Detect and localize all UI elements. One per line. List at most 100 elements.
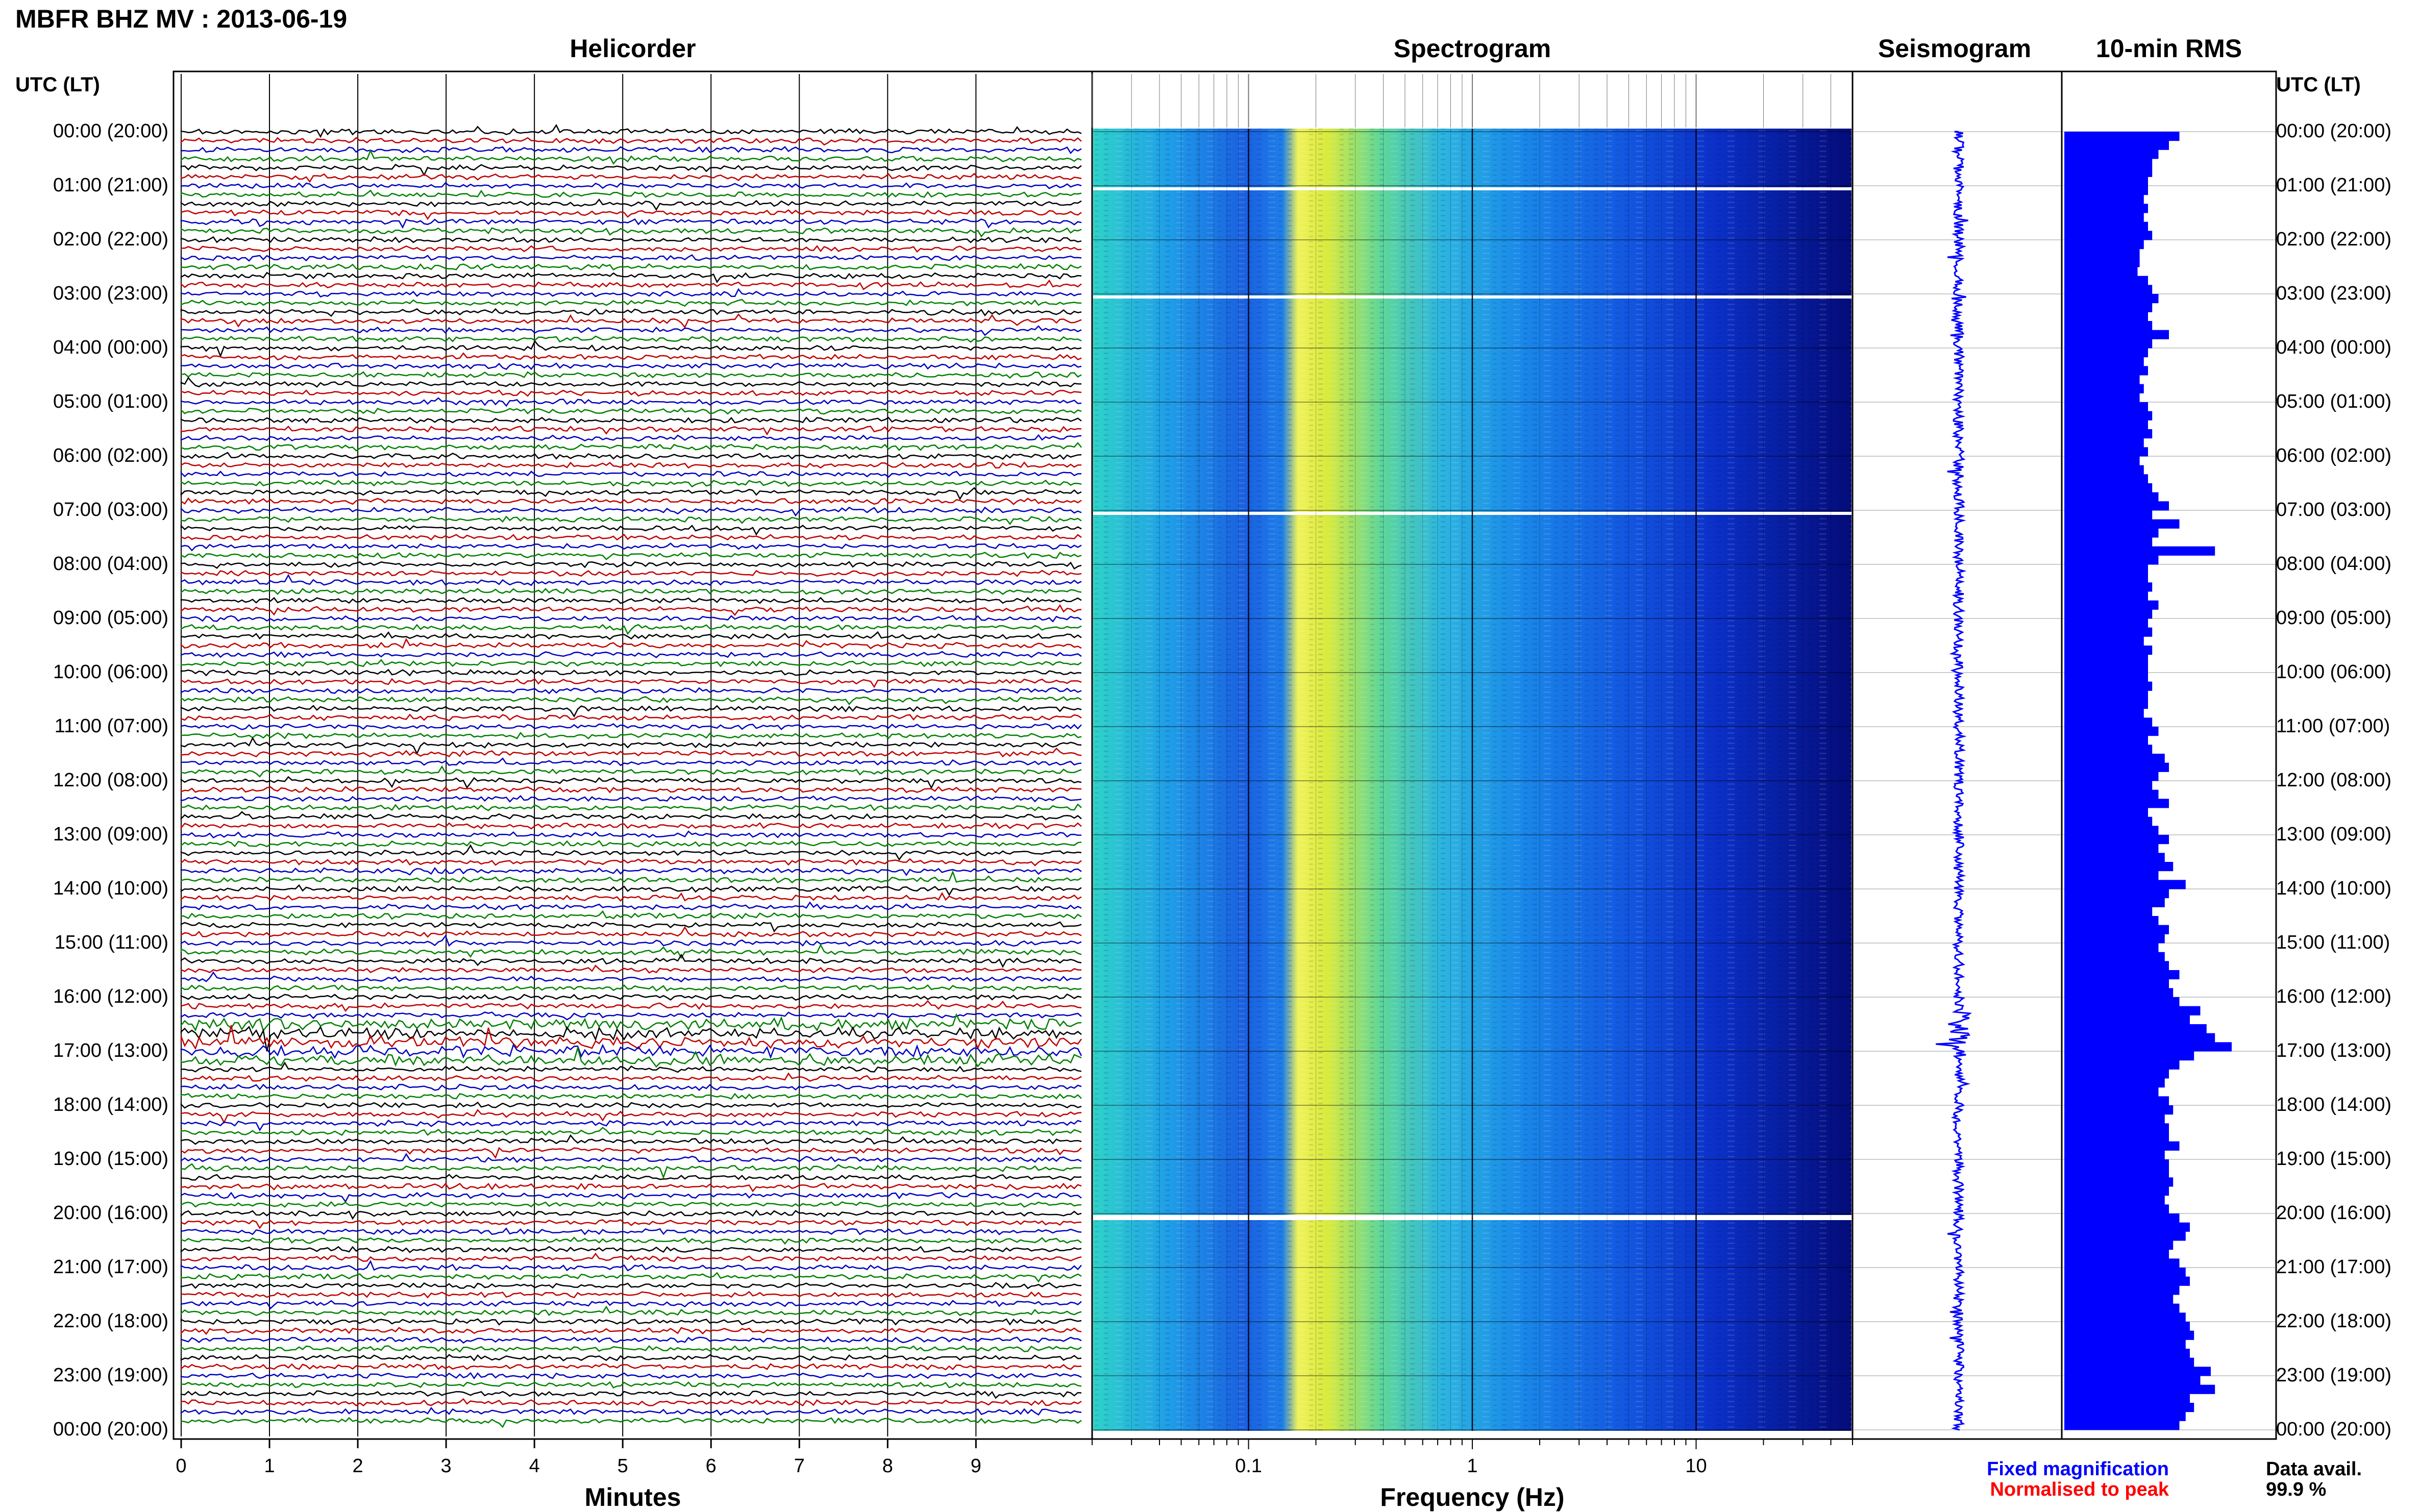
helicorder-trace-line [180, 198, 1082, 211]
helicorder-traces [180, 123, 1082, 1428]
helicorder-trace-line [180, 757, 1082, 766]
rms-bar [2064, 249, 2140, 258]
helicorder-trace-line [180, 263, 1082, 271]
hour-label-left: 21:00 (17:00) [53, 1256, 168, 1278]
helicorder-trace-line [180, 434, 1082, 442]
rms-bar [2064, 844, 2159, 853]
helicorder-trace-line [180, 1192, 1082, 1203]
helicorder-trace-line [180, 279, 1082, 290]
rms-bar [2064, 1177, 2174, 1187]
minute-tick-label: 6 [706, 1455, 717, 1477]
helicorder-trace-line [180, 713, 1082, 722]
rms-bar [2064, 808, 2148, 817]
hour-label-left: 09:00 (05:00) [53, 607, 168, 629]
helicorder-trace-line [180, 795, 1082, 803]
rms-bar [2064, 708, 2144, 718]
helicorder-trace-line [180, 442, 1082, 452]
rms-bar [2064, 1024, 2207, 1034]
rms-bar [2064, 1295, 2174, 1304]
helicorder-trace-line [180, 163, 1082, 177]
helicorder-trace-line [180, 218, 1082, 229]
helicorder-trace-line [180, 944, 1082, 959]
rms-bar [2064, 1367, 2211, 1376]
rms-bar [2064, 781, 2153, 790]
helicorder-trace-line [180, 182, 1082, 189]
hour-label-left: 16:00 (12:00) [53, 986, 168, 1007]
rms-bar [2064, 231, 2153, 240]
frequency-axis-label: Frequency (Hz) [1380, 1483, 1565, 1511]
hour-label-left: 01:00 (21:00) [53, 175, 168, 196]
rms-bar [2064, 1231, 2186, 1241]
rms-bar [2064, 564, 2148, 574]
helicorder-trace-line [180, 299, 1082, 307]
helicorder-trace-line [180, 1109, 1082, 1124]
helicorder-trace-line [180, 352, 1082, 361]
helicorder-title: Helicorder [570, 34, 696, 63]
rms-bar [2064, 420, 2148, 430]
helicorder-trace-line [180, 461, 1082, 469]
helicorder-trace-line [180, 407, 1082, 415]
helicorder-trace-line [180, 822, 1082, 830]
minute-tick-label: 4 [529, 1455, 540, 1477]
rms-bar [2064, 276, 2148, 285]
hour-label-right: 18:00 (14:00) [2276, 1094, 2392, 1116]
rms-bar [2064, 1105, 2174, 1115]
helicorder-trace-line [180, 137, 1082, 146]
hour-label-right: 00:00 (20:00) [2276, 120, 2392, 142]
minute-tick-label: 5 [618, 1455, 628, 1477]
hour-label-left: 13:00 (09:00) [53, 824, 168, 845]
helicorder-trace-line [180, 1381, 1082, 1389]
rms-bar [2064, 654, 2148, 664]
hour-label-left: 19:00 (15:00) [53, 1148, 168, 1170]
rms-bar [2064, 1060, 2180, 1070]
rms-bar [2064, 510, 2153, 520]
rms-bar [2064, 1186, 2169, 1196]
rms-bar [2064, 1276, 2190, 1286]
helicorder-trace-line [180, 926, 1082, 938]
rms-bar [2064, 1384, 2215, 1394]
rms-bar [2064, 772, 2159, 781]
helicorder-trace-line [180, 1363, 1082, 1371]
helicorder-trace-line [180, 1174, 1082, 1181]
hour-label-right: 08:00 (04:00) [2276, 553, 2392, 575]
helicorder-trace-line [180, 1236, 1082, 1245]
helicorder-trace-line [180, 1201, 1082, 1208]
rms-bar [2064, 1015, 2190, 1025]
rms-bar [2064, 1123, 2169, 1133]
rms-bar [2064, 150, 2159, 159]
rms-bar [2064, 330, 2169, 339]
rms-bar [2064, 537, 2153, 547]
helicorder-trace-line [180, 840, 1082, 848]
rms-bar [2064, 267, 2138, 277]
rms-bar [2064, 1241, 2174, 1250]
rms-bar [2064, 961, 2169, 971]
rms-bar [2064, 1114, 2165, 1124]
hour-label-left: 05:00 (01:00) [53, 391, 168, 412]
hour-label-left: 00:00 (20:00) [53, 120, 168, 142]
rms-bar [2064, 799, 2169, 808]
rms-bar [2064, 456, 2140, 466]
helicorder-trace-line [180, 189, 1082, 199]
helicorder-trace-line [180, 479, 1082, 488]
frequency-tick-label: 1 [1467, 1455, 1477, 1477]
rms-bar [2064, 880, 2186, 889]
helicorder-trace-line [180, 971, 1082, 983]
helicorder-trace-line [180, 1291, 1082, 1299]
rms-bar [2064, 1222, 2190, 1232]
hour-label-left: 14:00 (10:00) [53, 878, 168, 899]
rms-bar [2064, 429, 2153, 439]
rms-bar [2064, 366, 2148, 376]
rms-bar [2064, 492, 2159, 502]
rms-bar [2064, 916, 2159, 926]
rms-bar [2064, 1357, 2194, 1367]
rms-bar [2064, 194, 2144, 204]
helicorder-trace-line [180, 308, 1082, 317]
helicorder-trace-line [180, 776, 1082, 789]
rms-bar [2064, 1349, 2190, 1358]
rms-bar [2064, 213, 2144, 222]
rms-bar [2064, 717, 2153, 727]
hour-label-left: 12:00 (08:00) [53, 770, 168, 791]
rms-bar [2064, 934, 2165, 944]
rms-bar [2064, 690, 2148, 700]
rms-bar [2064, 204, 2148, 213]
